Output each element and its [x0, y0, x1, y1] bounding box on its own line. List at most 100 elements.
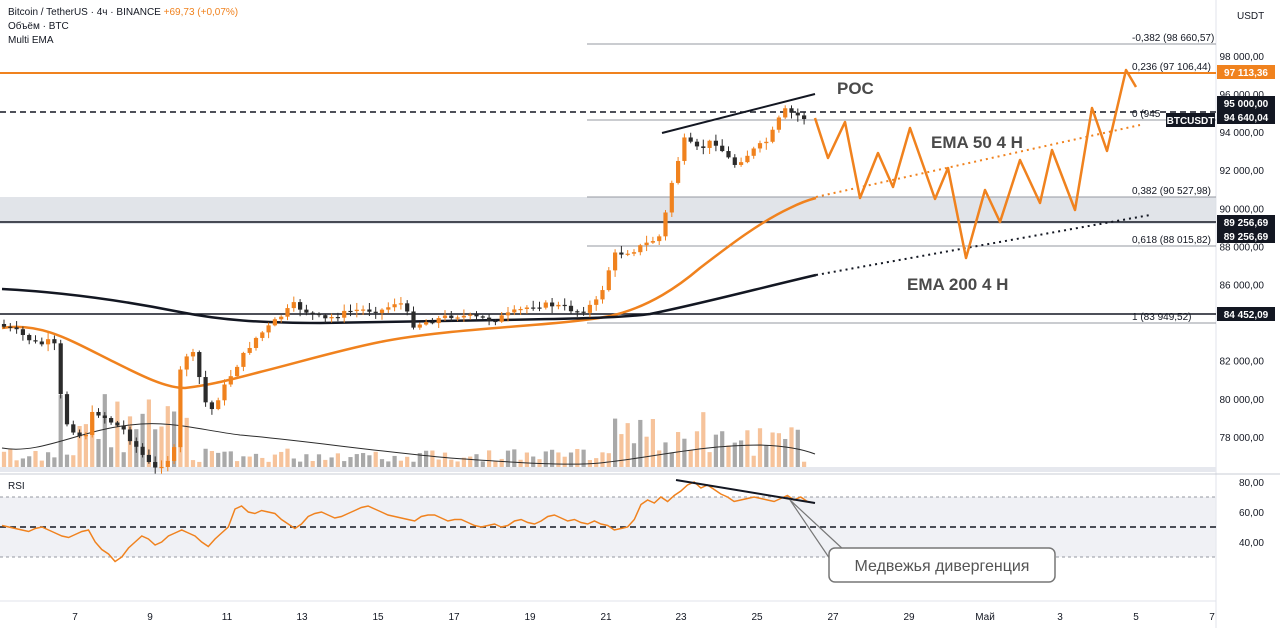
volume-bar: [52, 457, 57, 470]
candle-body: [562, 304, 567, 307]
candle-body: [751, 148, 756, 156]
candle-body: [109, 418, 114, 423]
candle-body: [235, 366, 240, 377]
candle-body: [676, 160, 681, 183]
candle-body: [46, 339, 51, 345]
volume-bar: [802, 461, 807, 470]
time-tick-label: 7: [1209, 612, 1215, 623]
candle-body: [178, 369, 183, 448]
candle-body: [556, 304, 561, 307]
volume-bar: [222, 451, 227, 470]
volume-bar: [184, 417, 189, 470]
time-tick-label: 11: [222, 612, 233, 623]
candle-body: [739, 162, 744, 165]
time-tick-label: 21: [600, 612, 612, 623]
price-tag-label: BTCUSDT: [1167, 116, 1215, 127]
volume-bar: [625, 423, 630, 470]
volume-bar: [58, 395, 63, 470]
price-tag-label: 89 256,69: [1224, 232, 1269, 243]
volume-bar: [512, 449, 517, 470]
candle-body: [518, 308, 523, 311]
candle-body: [115, 422, 120, 426]
divergence-callout-box: [828, 547, 1056, 583]
candle-body: [669, 182, 674, 213]
volume-bar: [600, 452, 605, 470]
candle-body: [701, 146, 706, 148]
candle-body: [600, 290, 605, 300]
candle-body: [512, 309, 517, 313]
candle-body: [461, 315, 466, 318]
volume-bar: [172, 411, 177, 470]
candle-body: [694, 141, 700, 147]
candle-body: [619, 252, 624, 255]
candle-body: [783, 108, 788, 118]
ema-legend[interactable]: Multi EMA: [8, 35, 54, 46]
poc-label: POC: [837, 79, 874, 98]
candle-body: [222, 384, 227, 401]
volume-bar: [14, 460, 19, 470]
volume-bar: [776, 433, 781, 470]
price-tags: 97 113,36 95 000,00 BTCUSDT 94 640,04 89 256…: [1166, 65, 1275, 321]
volume-bar: [732, 442, 737, 470]
volume-bar: [480, 461, 485, 470]
volume-bar: [543, 451, 548, 470]
time-tick-label: Май: [975, 612, 995, 623]
candle-body: [720, 145, 725, 152]
price-tick-label: 86 000,00: [1220, 281, 1265, 292]
candle-body: [757, 143, 763, 149]
candle-body: [417, 324, 422, 328]
volume-bar: [581, 449, 586, 470]
volume-bar: [638, 419, 643, 470]
candle-body: [127, 429, 133, 442]
candle-body: [253, 337, 259, 348]
candle-body: [159, 466, 164, 469]
price-tag-label: 97 113,36: [1224, 68, 1268, 79]
candle-body: [64, 394, 70, 425]
volume-bar: [550, 449, 555, 470]
price-tick-label: 88 000,00: [1220, 242, 1265, 253]
time-tick-label: 29: [903, 612, 915, 623]
candle-body: [795, 112, 800, 116]
time-tick-label: 7: [72, 612, 78, 623]
candle-body: [638, 245, 643, 253]
volume-bar: [688, 449, 693, 470]
volume-bar: [657, 450, 662, 470]
volume-bar: [644, 436, 649, 470]
candle-body: [134, 441, 139, 447]
volume-bar: [430, 450, 435, 470]
volume-bar: [228, 451, 233, 470]
price-tag: [1217, 96, 1275, 110]
candle-body: [430, 322, 435, 324]
candle-body: [594, 299, 599, 305]
currency-label: USDT: [1237, 11, 1264, 22]
volume-bar: [354, 454, 359, 470]
price-tick-label: 80 000,00: [1220, 395, 1265, 406]
candle-body: [474, 314, 479, 317]
candle-body: [386, 307, 391, 310]
candle-body: [121, 425, 126, 430]
volume-bar: [379, 459, 385, 470]
volume-bar: [493, 461, 498, 470]
candle-body: [203, 377, 208, 403]
volume-bar: [474, 454, 479, 470]
candle-body: [90, 411, 95, 436]
volume-bar: [335, 453, 340, 470]
volume-baseline: [0, 467, 1216, 472]
candle-body: [449, 315, 454, 319]
candle-body: [392, 304, 397, 308]
volume-bar: [291, 458, 296, 470]
candle-body: [329, 317, 334, 319]
volume-bar: [461, 457, 466, 470]
volume-bar: [556, 452, 561, 470]
candle-body: [650, 241, 655, 243]
ema200-line: [1, 273, 817, 325]
candle-body: [505, 312, 511, 316]
volume-bar: [789, 427, 794, 470]
volume-bar: [109, 447, 114, 470]
volume-bar: [619, 434, 624, 470]
ema50-label: EMA 50 4 H: [931, 133, 1023, 152]
volume-bar: [694, 431, 700, 470]
symbol-title[interactable]: Bitcoin / TetherUS · 4ч · BINANCE: [8, 7, 161, 18]
volume-legend[interactable]: Объём · BTC: [8, 21, 69, 32]
volume-bar: [764, 445, 769, 470]
